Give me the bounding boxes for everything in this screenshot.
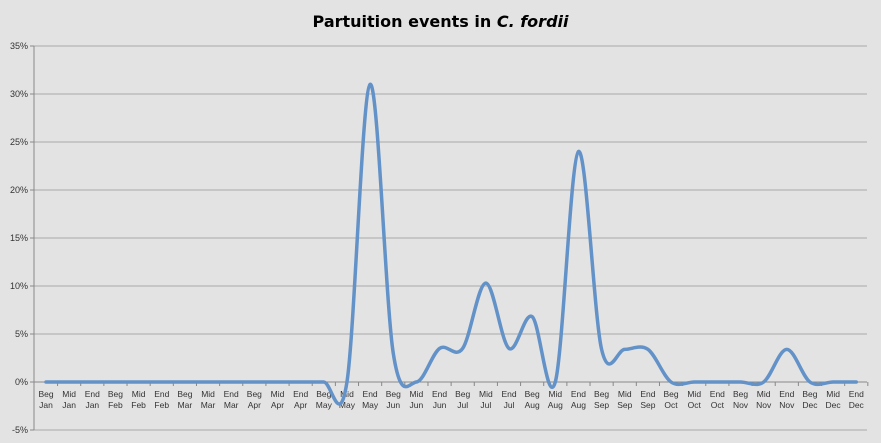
x-tick-label: Beg Nov xyxy=(733,389,749,410)
y-tick-label: 25% xyxy=(10,137,28,147)
y-tick-label: 30% xyxy=(10,89,28,99)
chart-title-species: C. fordii xyxy=(496,12,569,31)
x-tick-label: Beg May xyxy=(316,389,333,410)
x-tick-label: Mid Jul xyxy=(479,389,493,410)
x-tick-label: End Dec xyxy=(849,389,865,410)
series-lines xyxy=(44,82,858,406)
x-tick-label: Beg Sep xyxy=(594,389,609,410)
x-tick-label: Beg Jan xyxy=(38,389,53,410)
y-tick-label: 35% xyxy=(10,41,28,51)
chart-title-text: Partuition events in xyxy=(312,12,497,31)
y-tick-label: 20% xyxy=(10,185,28,195)
x-tick-label: Mid Aug xyxy=(548,389,563,410)
x-tick-label: End May xyxy=(362,389,379,410)
x-tick-label: Beg Apr xyxy=(247,389,262,410)
x-tick-label: Beg Feb xyxy=(108,389,123,410)
x-tick-label: Mid Mar xyxy=(201,389,216,410)
x-tick-label: Mid Feb xyxy=(131,389,146,410)
x-tick-label: Beg Jul xyxy=(455,389,470,410)
x-tick-label: End Jul xyxy=(501,389,516,410)
x-tick-label: End Apr xyxy=(293,389,308,410)
x-tick-label: Beg Dec xyxy=(802,389,818,410)
y-tick-label: 15% xyxy=(10,233,28,243)
chart-title: Partuition events in C. fordii xyxy=(0,12,881,31)
y-tick-label: 10% xyxy=(10,281,28,291)
x-tick-label: End Aug xyxy=(571,389,586,410)
x-tick-label: Mid Sep xyxy=(617,389,632,410)
x-tick-label: Beg Oct xyxy=(663,389,678,410)
x-tick-label: End Jun xyxy=(432,389,447,410)
x-tick-labels: Beg Jan Mid Jan End Jan Beg Feb Mid Feb End Feb Beg M… xyxy=(38,389,864,410)
x-tick-label: Mid Jun xyxy=(410,389,424,410)
x-tick-label: Mid Apr xyxy=(271,389,285,410)
x-tick-label: Beg Jun xyxy=(386,389,401,410)
y-tick-label: 0% xyxy=(15,377,28,387)
x-tick-label: End Feb xyxy=(154,389,169,410)
y-tick-labels: -5% 0% 5% 10% 15% 20% 25% 30% 35% xyxy=(10,41,28,435)
x-tick-label: Mid Dec xyxy=(826,389,842,410)
y-tick-label: -5% xyxy=(12,425,28,435)
x-tick-label: End Jan xyxy=(85,389,100,410)
x-tick-label: End Mar xyxy=(224,389,239,410)
gridlines xyxy=(30,45,867,431)
x-tick-label: End Oct xyxy=(710,389,725,410)
x-tick-label: Beg Aug xyxy=(525,389,540,410)
x-tick-label: End Nov xyxy=(779,389,795,410)
x-tick-label: End Sep xyxy=(640,389,655,410)
x-tick-label: Beg Mar xyxy=(177,389,192,410)
series-line xyxy=(44,82,858,406)
x-tick-label: Mid Oct xyxy=(687,389,701,410)
y-tick-label: 5% xyxy=(15,329,28,339)
x-tick-label: Mid May xyxy=(339,389,356,410)
x-tick-label: Mid Nov xyxy=(756,389,772,410)
x-tick-label: Mid Jan xyxy=(62,389,76,410)
